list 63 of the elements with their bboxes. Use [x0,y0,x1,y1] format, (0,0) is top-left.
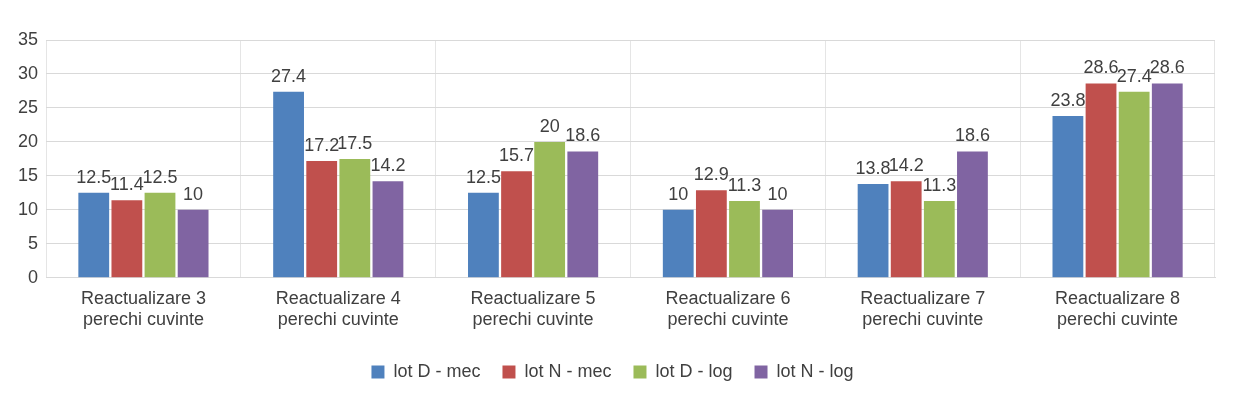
data-label: 10 [668,183,689,204]
bar [662,209,694,278]
bar [695,190,727,278]
data-label: 12.9 [693,164,729,185]
legend-label: lot D - mec [393,360,481,381]
bar [957,151,988,278]
data-label: 10 [183,183,204,204]
y-tick-label: 10 [17,198,39,219]
bar [111,200,143,278]
data-label: 20 [539,115,560,136]
data-label: 15.7 [499,145,535,166]
bar [857,184,889,278]
bar [1085,83,1117,278]
bar [501,171,532,278]
bar [534,141,566,278]
data-label: 12.5 [465,166,501,187]
data-label: 23.8 [1050,90,1086,111]
bar [567,151,599,278]
bar [890,181,922,278]
bar [923,201,955,278]
x-tick-label: Reactualizare 4 perechi cuvinte [275,287,401,330]
x-tick-label: Reactualizare 6 perechi cuvinte [665,287,791,330]
data-label: 13.8 [855,158,891,179]
bar [273,91,304,278]
data-label: 11.3 [922,174,957,195]
data-label: 18.6 [565,125,601,146]
y-tick-label: 30 [17,62,39,83]
data-label: 27.4 [271,65,307,86]
x-tick-label: Reactualizare 7 perechi cuvinte [860,287,986,330]
data-label: 12.5 [142,166,178,187]
y-tick-label: 5 [28,232,39,253]
data-label: 10 [767,183,788,204]
bar [1151,83,1183,278]
x-tick-label: Reactualizare 5 perechi cuvinte [470,287,596,330]
data-label: 28.6 [1149,57,1185,78]
bar [1052,116,1084,278]
data-label: 14.2 [370,155,406,176]
bar [144,192,176,278]
y-tick-label: 20 [17,130,39,151]
y-tick-label: 0 [28,266,39,287]
y-tick-label: 25 [17,96,39,117]
bar [78,192,110,278]
bar [1118,91,1150,278]
data-label: 28.6 [1083,57,1119,78]
bar [306,160,338,278]
bar [339,158,371,278]
legend-label: lot D - log [655,360,733,381]
x-tick-label: Reactualizare 3 perechi cuvinte [80,287,206,330]
y-tick-label: 35 [17,28,39,49]
bar [177,209,209,278]
bar [729,201,760,278]
bar [762,209,794,278]
data-label: 11.4 [110,174,144,195]
data-label: 17.2 [304,134,340,155]
y-tick-label: 15 [17,164,39,185]
data-label: 12.5 [76,166,112,187]
bar [372,181,404,278]
data-label: 11.3 [727,174,762,195]
bar [468,192,499,278]
data-label: 18.6 [954,125,990,146]
legend-label: lot N - log [776,360,854,381]
legend-label: lot N - mec [524,360,612,381]
x-tick-label: Reactualizare 8 perechi cuvinte [1055,287,1181,330]
